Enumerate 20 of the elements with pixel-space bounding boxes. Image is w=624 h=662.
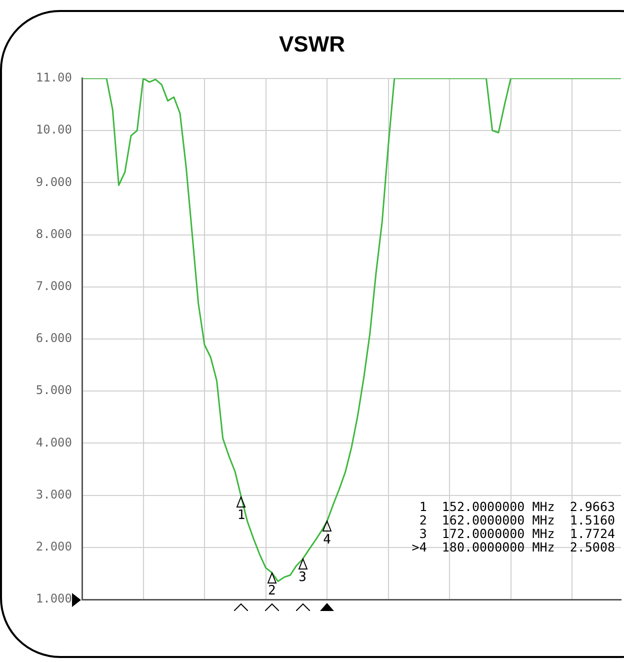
y-tick-label: 8.000 [36, 226, 72, 241]
annotation: 4 [323, 532, 332, 548]
y-tick-label: 9.000 [36, 174, 72, 189]
annotation: 2 162.0000000 MHz 1.5160 [419, 512, 615, 528]
y-tick-label: 6.000 [36, 331, 72, 346]
y-tick-label: 1.000 [36, 592, 72, 606]
annotation: >4 180.0000000 MHz 2.5008 [412, 539, 615, 554]
y-tick-label: 5.000 [36, 383, 72, 398]
annotation: 3 172.0000000 MHz 1.7724 [419, 526, 615, 541]
y-tick-label: 3.000 [36, 487, 72, 502]
y-tick-label: 2.000 [36, 540, 72, 554]
y-tick-label: 7.000 [36, 279, 72, 294]
annotation: 3 [298, 570, 306, 586]
annotation: 2 [268, 584, 276, 599]
y-tick-label: 11.00 [36, 70, 72, 85]
annotation: 1 152.0000000 MHz 2.9663 [419, 498, 615, 514]
y-tick-label: 4.000 [36, 435, 72, 450]
chart-title: VSWR [279, 31, 346, 56]
y-tick-label: 10.00 [36, 122, 72, 137]
annotation: 1 [237, 508, 246, 523]
